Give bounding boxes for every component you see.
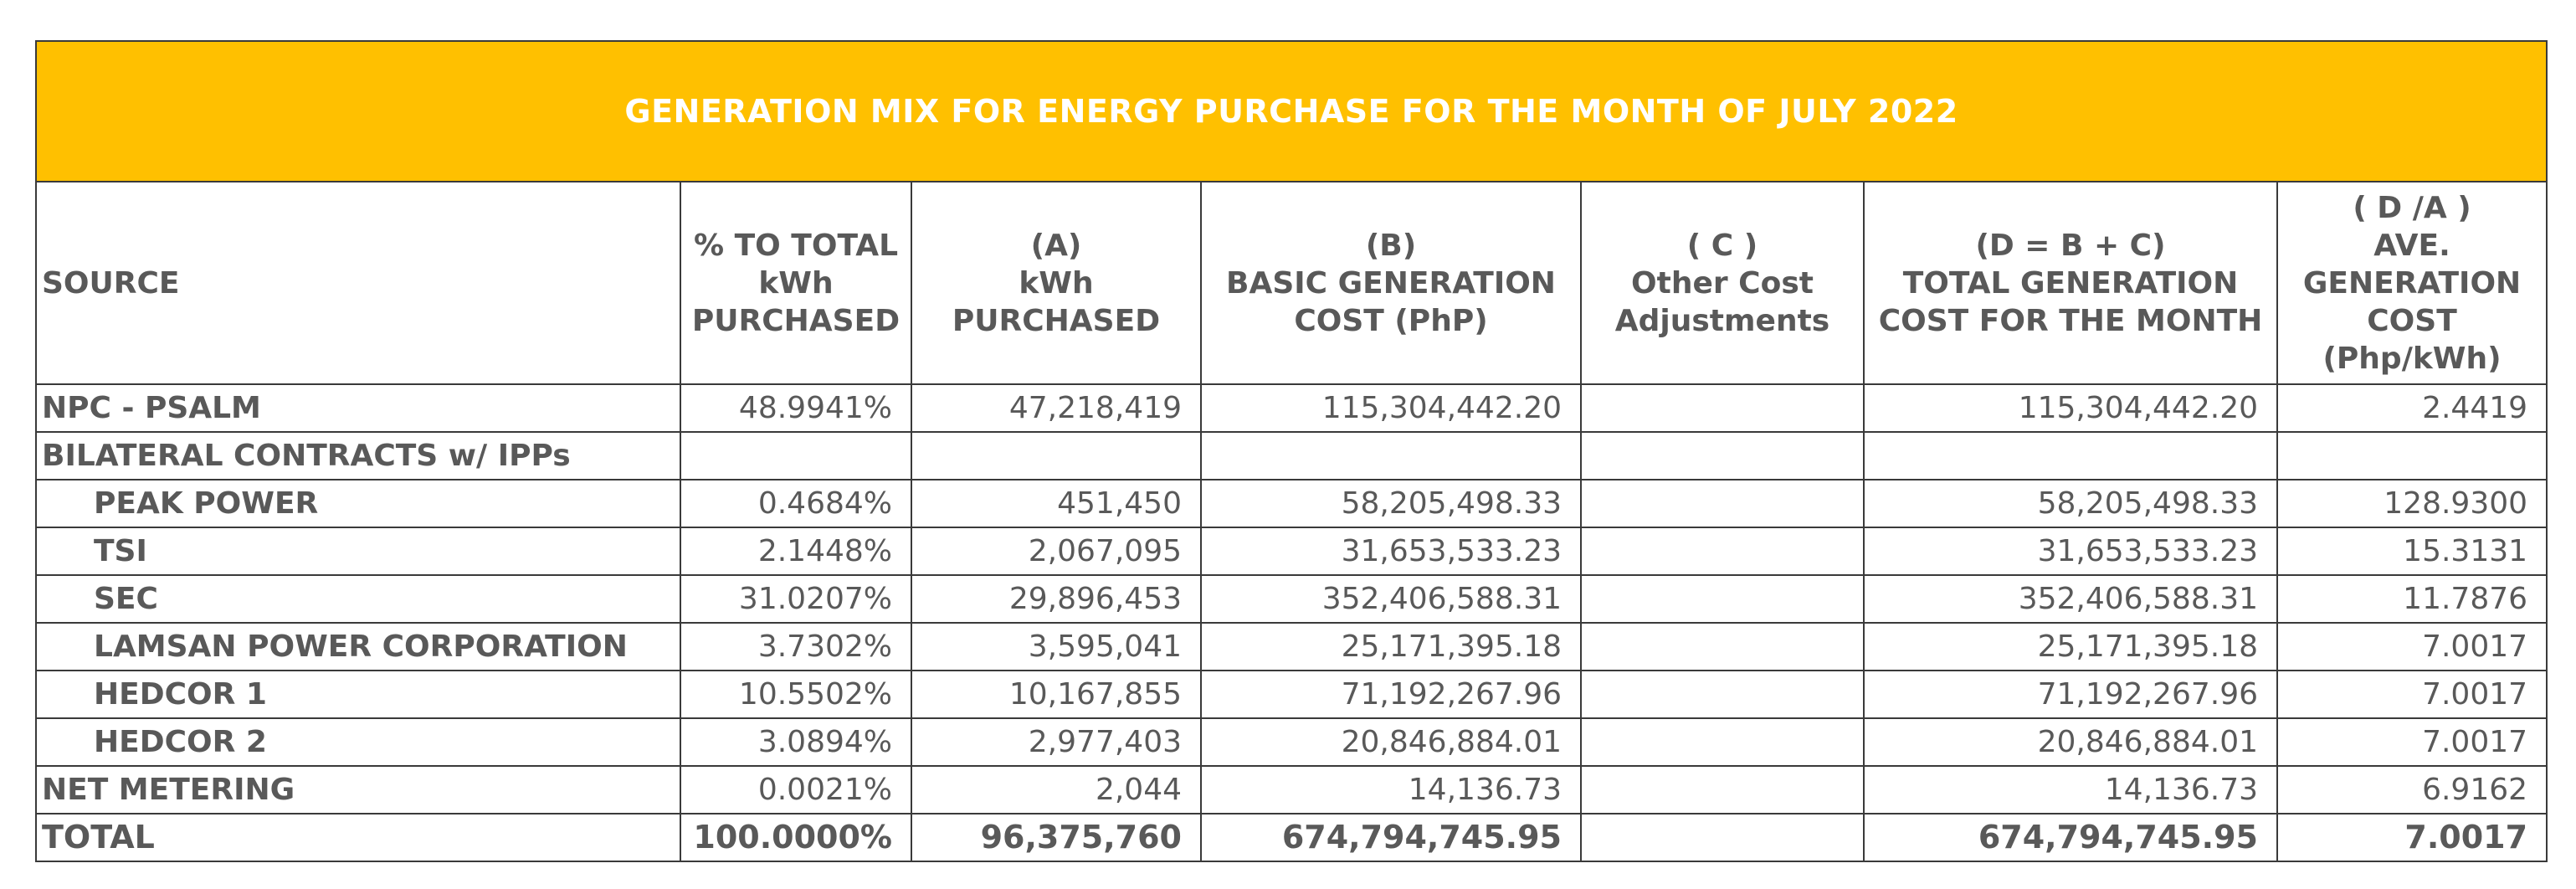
cell-source: HEDCOR 2: [35, 717, 681, 767]
cell-other-cost: [1580, 765, 1865, 814]
cell-kwh: 3,595,041: [911, 622, 1202, 671]
header-source: SOURCE: [35, 181, 681, 385]
cell-total-cost: 58,205,498.33: [1863, 479, 2278, 528]
cell-basic-cost: 71,192,267.96: [1200, 670, 1582, 719]
cell-basic-cost: 14,136.73: [1200, 765, 1582, 814]
cell-total-cost: 25,171,395.18: [1863, 622, 2278, 671]
header-kwh-purchased: (A) kWh PURCHASED: [911, 181, 1202, 385]
table-row: LAMSAN POWER CORPORATION 3.7302% 3,595,0…: [35, 622, 2548, 671]
table-row: TSI 2.1448% 2,067,095 31,653,533.23 31,6…: [35, 527, 2548, 576]
header-percent-total: % TO TOTAL kWh PURCHASED: [680, 181, 912, 385]
cell-ave-cost: 2.4419: [2276, 383, 2548, 433]
cell-other-cost: [1580, 670, 1865, 719]
cell-ave-cost: [2276, 431, 2548, 480]
cell-basic-cost: [1200, 431, 1582, 480]
header-row: SOURCE % TO TOTAL kWh PURCHASED (A) kWh …: [35, 181, 2548, 385]
cell-basic-cost: 25,171,395.18: [1200, 622, 1582, 671]
total-generation-cost: 674,794,745.95: [1863, 813, 2278, 862]
cell-ave-cost: 7.0017: [2276, 717, 2548, 767]
cell-kwh: 29,896,453: [911, 574, 1202, 624]
cell-total-cost: 115,304,442.20: [1863, 383, 2278, 433]
cell-percent: 48.9941%: [680, 383, 912, 433]
cell-basic-cost: 20,846,884.01: [1200, 717, 1582, 767]
cell-basic-cost: 31,653,533.23: [1200, 527, 1582, 576]
table-row: HEDCOR 1 10.5502% 10,167,855 71,192,267.…: [35, 670, 2548, 719]
table-row: NPC - PSALM 48.9941% 47,218,419 115,304,…: [35, 383, 2548, 433]
cell-source: SEC: [35, 574, 681, 624]
table-row: HEDCOR 2 3.0894% 2,977,403 20,846,884.01…: [35, 717, 2548, 767]
total-other-cost: [1580, 813, 1865, 862]
cell-total-cost: 20,846,884.01: [1863, 717, 2278, 767]
cell-other-cost: [1580, 527, 1865, 576]
total-percent: 100.0000%: [680, 813, 912, 862]
cell-kwh: 2,977,403: [911, 717, 1202, 767]
cell-source: LAMSAN POWER CORPORATION: [35, 622, 681, 671]
cell-other-cost: [1580, 574, 1865, 624]
header-total-generation-cost: (D = B + C) TOTAL GENERATION COST FOR TH…: [1863, 181, 2278, 385]
cell-percent: 0.4684%: [680, 479, 912, 528]
cell-percent: 0.0021%: [680, 765, 912, 814]
cell-other-cost: [1580, 383, 1865, 433]
cell-percent: [680, 431, 912, 480]
cell-kwh: 47,218,419: [911, 383, 1202, 433]
cell-kwh: 451,450: [911, 479, 1202, 528]
total-row: TOTAL 100.0000% 96,375,760 674,794,745.9…: [35, 813, 2548, 862]
cell-basic-cost: 58,205,498.33: [1200, 479, 1582, 528]
total-ave-cost: 7.0017: [2276, 813, 2548, 862]
cell-total-cost: [1863, 431, 2278, 480]
cell-ave-cost: 128.9300: [2276, 479, 2548, 528]
cell-other-cost: [1580, 622, 1865, 671]
cell-ave-cost: 6.9162: [2276, 765, 2548, 814]
cell-kwh: 2,044: [911, 765, 1202, 814]
cell-other-cost: [1580, 431, 1865, 480]
cell-other-cost: [1580, 479, 1865, 528]
header-ave-generation-cost: ( D /A ) AVE. GENERATION COST (Php/kWh): [2276, 181, 2548, 385]
cell-kwh: 10,167,855: [911, 670, 1202, 719]
generation-mix-sheet: GENERATION MIX FOR ENERGY PURCHASE FOR T…: [34, 40, 2548, 862]
cell-source: NPC - PSALM: [35, 383, 681, 433]
cell-source: NET METERING: [35, 765, 681, 814]
header-basic-generation-cost: (B) BASIC GENERATION COST (PhP): [1200, 181, 1582, 385]
table-row: NET METERING 0.0021% 2,044 14,136.73 14,…: [35, 765, 2548, 814]
total-kwh: 96,375,760: [911, 813, 1202, 862]
cell-total-cost: 14,136.73: [1863, 765, 2278, 814]
generation-mix-table: GENERATION MIX FOR ENERGY PURCHASE FOR T…: [34, 40, 2548, 862]
cell-ave-cost: 11.7876: [2276, 574, 2548, 624]
cell-source: BILATERAL CONTRACTS w/ IPPs: [35, 431, 681, 480]
table-row: BILATERAL CONTRACTS w/ IPPs: [35, 431, 2548, 480]
cell-kwh: [911, 431, 1202, 480]
cell-basic-cost: 115,304,442.20: [1200, 383, 1582, 433]
cell-source: TSI: [35, 527, 681, 576]
cell-other-cost: [1580, 717, 1865, 767]
cell-ave-cost: 7.0017: [2276, 622, 2548, 671]
header-other-cost-adjustments: ( C ) Other Cost Adjustments: [1580, 181, 1865, 385]
total-basic-cost: 674,794,745.95: [1200, 813, 1582, 862]
cell-percent: 3.0894%: [680, 717, 912, 767]
cell-percent: 3.7302%: [680, 622, 912, 671]
cell-percent: 31.0207%: [680, 574, 912, 624]
total-label: TOTAL: [35, 813, 681, 862]
cell-ave-cost: 15.3131: [2276, 527, 2548, 576]
cell-total-cost: 71,192,267.96: [1863, 670, 2278, 719]
cell-basic-cost: 352,406,588.31: [1200, 574, 1582, 624]
table-title: GENERATION MIX FOR ENERGY PURCHASE FOR T…: [34, 40, 2548, 182]
table-row: PEAK POWER 0.4684% 451,450 58,205,498.33…: [35, 479, 2548, 528]
table-row: SEC 31.0207% 29,896,453 352,406,588.31 3…: [35, 574, 2548, 624]
cell-percent: 10.5502%: [680, 670, 912, 719]
cell-ave-cost: 7.0017: [2276, 670, 2548, 719]
cell-kwh: 2,067,095: [911, 527, 1202, 576]
cell-percent: 2.1448%: [680, 527, 912, 576]
cell-total-cost: 31,653,533.23: [1863, 527, 2278, 576]
cell-source: PEAK POWER: [35, 479, 681, 528]
cell-total-cost: 352,406,588.31: [1863, 574, 2278, 624]
cell-source: HEDCOR 1: [35, 670, 681, 719]
